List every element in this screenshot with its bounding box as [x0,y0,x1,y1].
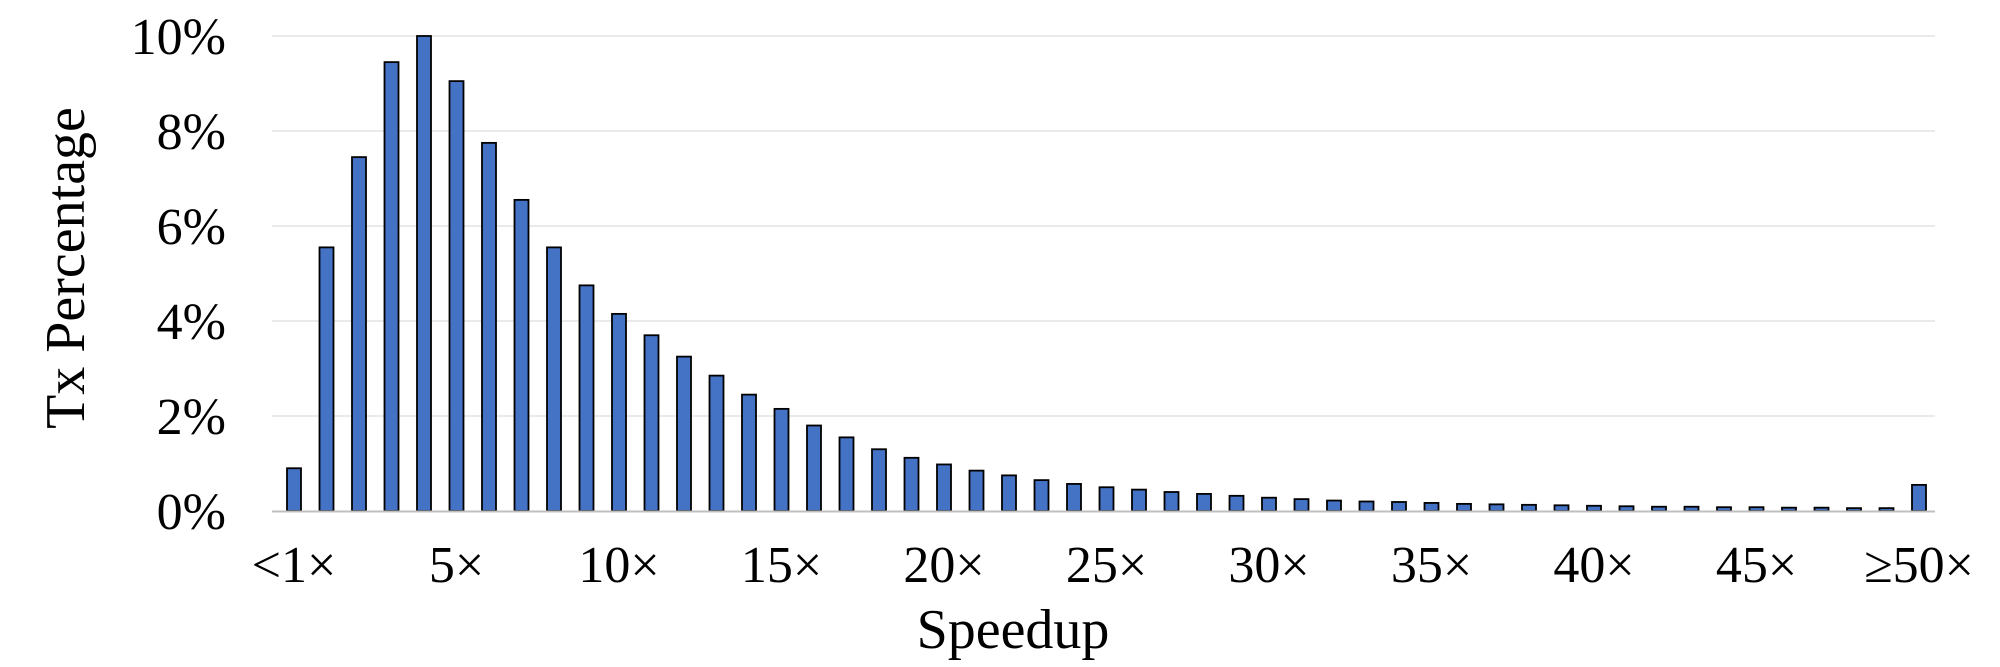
bar-36 [1456,502,1472,512]
bar-7 [513,198,530,512]
x-tick-label: ≥50× [1864,537,1974,594]
y-tick-label: 6% [157,199,226,256]
bar-8 [546,246,562,512]
x-tick-label: 10× [578,537,659,594]
bar-37 [1488,503,1505,512]
bar-38 [1521,503,1537,512]
bar-27 [1163,491,1180,512]
bar-14 [741,393,757,512]
bar-1 [318,246,335,512]
bar-45 [1748,506,1765,512]
bar-34 [1391,501,1407,512]
y-tick-labels: 0% 2% 4% 6% 8% 10% [131,9,226,541]
bar-31 [1293,498,1310,512]
bar-12 [676,355,692,512]
bar-20 [936,463,952,512]
x-tick-label: 45× [1716,537,1797,594]
bar-33 [1358,500,1375,512]
y-tick-label: 2% [157,389,226,446]
y-tick-label: 0% [157,484,226,541]
x-tick-label: 20× [903,537,984,594]
x-axis-title: Speedup [917,599,1110,661]
y-tick-label: 8% [157,104,226,161]
bar-32 [1326,499,1342,512]
bar-50 [1911,483,1927,512]
bar-26 [1131,488,1147,512]
bar-42 [1651,505,1667,512]
bars [286,35,1927,512]
bar-5 [448,80,465,512]
bar-4 [416,35,432,512]
bar-13 [708,374,725,512]
bar-6 [481,141,497,512]
bar-15 [773,407,790,512]
bar-0 [286,467,302,512]
bar-28 [1196,492,1212,512]
bar-39 [1553,504,1570,512]
bar-22 [1001,474,1017,512]
bar-17 [838,436,855,512]
bar-9 [578,284,595,512]
bar-25 [1098,486,1115,512]
bar-30 [1261,496,1277,512]
y-axis-title: Tx Percentage [35,107,97,429]
bar-29 [1228,494,1245,512]
bar-21 [968,469,985,512]
x-tick-label: 25× [1066,537,1147,594]
x-tick-label: 35× [1391,537,1472,594]
bar-40 [1586,504,1602,512]
bar-18 [871,448,887,512]
x-tick-label: 5× [429,537,484,594]
x-tick-label: <1× [252,537,337,594]
bar-16 [806,424,822,512]
y-tick-label: 4% [157,294,226,351]
x-tick-labels: <1× 5× 10× 15× 20× 25× 30× 35× 40× 45× ≥50× [252,537,1974,594]
x-tick-label: 30× [1228,537,1309,594]
bar-24 [1066,483,1082,512]
bar-35 [1423,502,1440,512]
bar-41 [1618,505,1635,512]
bar-2 [351,156,367,512]
bar-11 [643,334,660,512]
bar-43 [1683,505,1700,512]
bar-3 [383,61,400,512]
x-tick-label: 15× [741,537,822,594]
x-tick-label: 40× [1553,537,1634,594]
bar-44 [1716,506,1732,512]
bar-19 [903,456,920,512]
bar-23 [1033,479,1050,512]
y-tick-label: 10% [131,9,226,66]
bar-10 [611,312,627,512]
